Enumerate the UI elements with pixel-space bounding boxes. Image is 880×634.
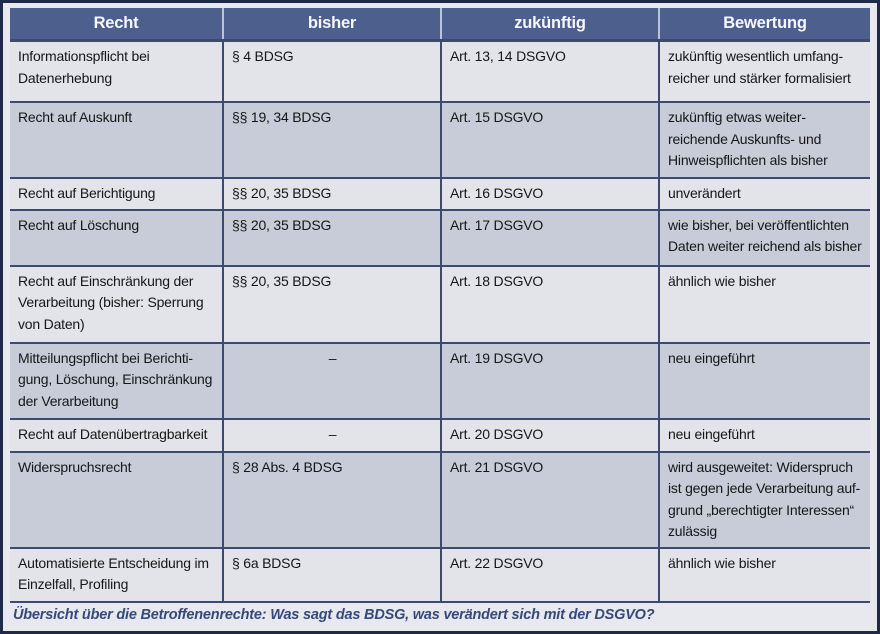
- cell-zukuenftig: Art. 18 DSGVO: [440, 266, 658, 342]
- cell-bewertung: zukünftig etwas weiter- reichende Auskun…: [658, 103, 870, 177]
- cell-bisher: §§ 19, 34 BDSG: [222, 103, 440, 177]
- table-row: Recht auf Einschränkung der Verarbeitung…: [10, 264, 870, 342]
- cell-bewertung: wird ausgeweitet: Widerspruch ist gegen …: [658, 452, 870, 547]
- table-row: Recht auf Löschung §§ 20, 35 BDSG Art. 1…: [10, 208, 870, 265]
- cell-zukuenftig: Art. 13, 14 DSGVO: [440, 42, 658, 101]
- cell-zukuenftig: Art. 22 DSGVO: [440, 548, 658, 601]
- table-row: Recht auf Datenübertragbarkeit – Art. 20…: [10, 417, 870, 451]
- cell-bisher: –: [222, 343, 440, 418]
- table-row: Recht auf Berichtigung §§ 20, 35 BDSG Ar…: [10, 177, 870, 209]
- column-header-bisher: bisher: [222, 8, 440, 39]
- cell-bewertung: zukünftig wesentlich umfang- reicher und…: [658, 42, 870, 101]
- cell-bewertung: unverändert: [658, 179, 870, 209]
- cell-recht: Automatisierte Entscheidung im Einzelfal…: [18, 554, 209, 593]
- cell-zukuenftig: Art. 20 DSGVO: [440, 419, 658, 451]
- cell-recht: Informationspflicht bei Datenerhebung: [18, 48, 150, 86]
- column-header-zukuenftig: zukünftig: [440, 8, 658, 39]
- table-body: Informationspflicht bei Datenerhebung § …: [10, 39, 870, 603]
- cell-recht: Recht auf Auskunft: [18, 109, 132, 125]
- cell-bisher: §§ 20, 35 BDSG: [222, 179, 440, 209]
- table-header-row: Recht bisher zukünftig Bewertung: [10, 8, 870, 39]
- cell-bewertung: ähnlich wie bisher: [658, 548, 870, 601]
- cell-recht: Widerspruchsrecht: [18, 458, 132, 475]
- cell-zukuenftig: Art. 17 DSGVO: [440, 210, 658, 265]
- cell-bewertung: neu eingeführt: [658, 419, 870, 451]
- cell-zukuenftig: Art. 15 DSGVO: [440, 103, 658, 177]
- cell-bewertung: wie bisher, bei veröffentlichten Daten w…: [658, 210, 870, 265]
- cell-bisher: § 6a BDSG: [222, 548, 440, 601]
- table-row: Automatisierte Entscheidung im Einzelfal…: [10, 546, 870, 601]
- table-row: Mitteilungspflicht bei Berichti- gung, L…: [10, 341, 870, 418]
- cell-recht: Recht auf Datenübertragbarkeit: [18, 425, 208, 442]
- cell-bisher: §§ 20, 35 BDSG: [222, 210, 440, 265]
- table-caption: Übersicht über die Betroffenenrechte: Wa…: [13, 606, 655, 623]
- cell-bewertung: neu eingeführt: [658, 343, 870, 418]
- cell-recht: Recht auf Löschung: [18, 216, 139, 233]
- cell-bisher: § 4 BDSG: [222, 42, 440, 101]
- cell-zukuenftig: Art. 16 DSGVO: [440, 179, 658, 209]
- cell-bisher: §§ 20, 35 BDSG: [222, 266, 440, 342]
- cell-zukuenftig: Art. 19 DSGVO: [440, 343, 658, 418]
- table-row: Informationspflicht bei Datenerhebung § …: [10, 42, 870, 101]
- cell-bewertung: ähnlich wie bisher: [658, 266, 870, 342]
- table-row: Recht auf Auskunft §§ 19, 34 BDSG Art. 1…: [10, 101, 870, 177]
- cell-recht: Recht auf Berichtigung: [18, 185, 156, 201]
- cell-recht: Recht auf Einschränkung der Verarbeitung…: [18, 272, 204, 332]
- column-header-recht: Recht: [93, 14, 139, 32]
- cell-zukuenftig: Art. 21 DSGVO: [440, 452, 658, 547]
- cell-bisher: § 28 Abs. 4 BDSG: [222, 452, 440, 547]
- table-row: Widerspruchsrecht § 28 Abs. 4 BDSG Art. …: [10, 450, 870, 547]
- cell-bisher: –: [222, 419, 440, 451]
- cell-recht: Mitteilungspflicht bei Berichti- gung, L…: [18, 349, 213, 409]
- column-header-bewertung: Bewertung: [658, 8, 870, 39]
